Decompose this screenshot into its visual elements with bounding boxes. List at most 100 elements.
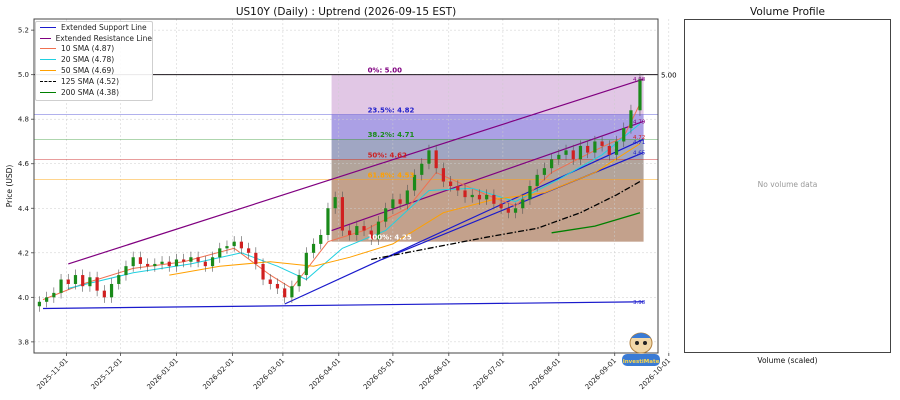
x-tick-label: 2025-11-01 xyxy=(35,357,69,391)
support-line xyxy=(381,152,644,261)
support-line xyxy=(43,301,644,310)
legend-item: Extended Resistance Line xyxy=(36,33,152,44)
candle-body xyxy=(578,145,583,160)
candle-body xyxy=(614,141,619,155)
x-tick-label: 2026-02-01 xyxy=(201,357,235,391)
candle-body xyxy=(275,283,280,289)
candle-body xyxy=(586,145,590,153)
candle-body xyxy=(196,257,200,262)
candle-body xyxy=(638,79,642,111)
candle-body xyxy=(427,150,431,164)
candle-body xyxy=(340,197,344,231)
y-tick-label: 4.2 xyxy=(18,249,29,257)
volume-x-axis-label: Volume (scaled) xyxy=(757,356,818,365)
candle-body xyxy=(59,279,63,293)
candle-body xyxy=(542,168,546,175)
candle-body xyxy=(629,110,633,129)
fib-level-label: 23.5%: 4.82 xyxy=(368,107,415,115)
candle-body xyxy=(571,150,575,160)
y-tick-label: 5.0 xyxy=(18,71,29,79)
candle-body xyxy=(138,257,143,264)
y-tick-label: 4.6 xyxy=(18,160,30,168)
volume-profile-title: Volume Profile xyxy=(749,6,826,18)
candle-body xyxy=(153,263,157,267)
x-tick-label: 2026-09-01 xyxy=(584,357,618,391)
sma-line xyxy=(371,180,641,261)
legend-label: Extended Resistance Line xyxy=(55,33,152,43)
legend-label: 20 SMA (4.78) xyxy=(61,55,115,65)
candle-body xyxy=(131,257,135,267)
candle-body xyxy=(593,141,597,153)
candle-body xyxy=(499,203,503,209)
candle-body xyxy=(535,174,539,186)
legend-swatch xyxy=(40,37,51,39)
x-tick-label: 2026-08-01 xyxy=(528,357,562,391)
x-tick-label: 2025-12-01 xyxy=(90,357,124,391)
candle-body xyxy=(434,150,438,169)
candle-body xyxy=(73,275,78,284)
x-tick-label: 2026-07-01 xyxy=(472,357,506,391)
candle-body xyxy=(261,263,265,280)
legend-swatch xyxy=(40,80,56,82)
chart-title: US10Y (Daily) : Uptrend (2026-09-15 EST) xyxy=(236,6,456,18)
legend-item: 125 SMA (4.52) xyxy=(36,76,152,87)
candle-body xyxy=(210,257,215,267)
fib-band xyxy=(331,114,644,140)
candle-body xyxy=(549,159,554,169)
y-axis-label: Price (USD) xyxy=(5,165,14,208)
candle-body xyxy=(521,199,525,209)
candle-body xyxy=(81,275,85,287)
candle-body xyxy=(254,252,258,264)
sma-line xyxy=(169,143,641,276)
candle-body xyxy=(232,241,236,247)
candle-body xyxy=(167,261,171,267)
resistance-line xyxy=(68,78,644,265)
chart-legend: Extended Support Line Extended Resistanc… xyxy=(35,21,153,101)
candle-body xyxy=(456,186,460,191)
x-tick-label: 2026-05-01 xyxy=(362,357,396,391)
candle-body xyxy=(607,145,611,155)
candle-body xyxy=(441,168,445,182)
candle-body xyxy=(376,221,381,240)
legend-item: Extended Support Line xyxy=(36,22,152,33)
candle-body xyxy=(477,194,482,200)
candle-body xyxy=(470,194,474,198)
legend-label: 125 SMA (4.52) xyxy=(61,76,119,86)
legend-label: 50 SMA (4.69) xyxy=(61,66,115,76)
resistance-5-label: 5.00 xyxy=(661,72,677,80)
candle-body xyxy=(109,283,114,298)
candle-body xyxy=(564,150,568,155)
candle-body xyxy=(485,194,489,200)
fib-band xyxy=(331,159,644,180)
resistance-line xyxy=(331,120,644,232)
candle-body xyxy=(557,154,561,160)
candle-body xyxy=(189,257,193,262)
legend-label: 10 SMA (4.87) xyxy=(61,44,115,54)
candle-body xyxy=(384,208,388,222)
legend-swatch xyxy=(40,59,56,61)
candle-body xyxy=(420,163,424,175)
fib-level-label: 0%: 5.00 xyxy=(368,67,403,75)
sma-line xyxy=(68,123,641,289)
candle-body xyxy=(160,261,164,264)
candle-body xyxy=(600,141,604,146)
volume-profile-panel: No volume data xyxy=(684,19,891,353)
x-tick-label: 2026-03-01 xyxy=(252,357,286,391)
line-end-label: 3.98 xyxy=(633,300,646,306)
candle-body xyxy=(297,275,301,287)
candle-body xyxy=(203,261,207,267)
candle-body xyxy=(45,297,49,302)
candle-body xyxy=(463,190,467,198)
legend-swatch xyxy=(40,91,56,93)
candle-body xyxy=(348,230,352,235)
candle-body xyxy=(319,234,323,244)
candle-body xyxy=(124,266,128,276)
legend-swatch xyxy=(40,70,56,72)
candle-body xyxy=(283,288,287,298)
x-tick-label: 2026-01-01 xyxy=(145,357,179,391)
legend-label: Extended Support Line xyxy=(61,22,147,32)
candle-body xyxy=(369,230,373,240)
candle-body xyxy=(405,190,409,204)
candle-body xyxy=(95,277,99,291)
candle-body xyxy=(398,199,402,204)
